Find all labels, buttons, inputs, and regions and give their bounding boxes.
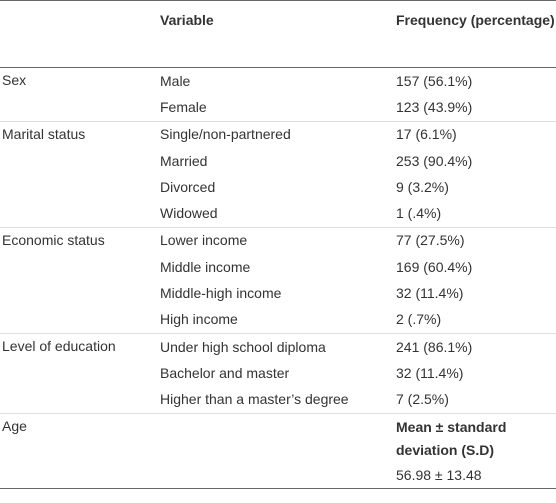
group-label: Age <box>0 412 158 489</box>
variable-cell: Higher than a master’s degree <box>160 391 349 408</box>
table-body: Sex Male 157 (56.1%) Female 123 (43.9%) Marit… <box>0 68 556 489</box>
table-row: Economic status Lower income 77 (27.5%) <box>0 226 556 334</box>
variable-cell: Single/non-partnered <box>158 120 394 148</box>
frequency-cell: 77 (27.5%) <box>394 226 556 255</box>
table-row: Widowed 1 (.4%) <box>0 200 556 227</box>
variable-cell: High income <box>160 311 238 328</box>
frequency-cell: 253 (90.4%) <box>396 152 473 169</box>
frequency-cell: 7 (2.5%) <box>396 391 449 408</box>
frequency-cell: 17 (6.1%) <box>394 120 556 148</box>
frequency-cell: 169 (60.4%) <box>396 258 473 275</box>
frequency-cell: 32 (11.4%) <box>396 364 464 381</box>
table-header: Variable Frequency (percentage) <box>0 0 556 68</box>
variable-cell: Divorced <box>160 178 216 195</box>
table-row: Sex Male 157 (56.1%) <box>0 68 556 95</box>
group-label: Marital status <box>0 120 158 228</box>
group-label: Sex <box>2 72 27 88</box>
variable-cell: Middle income <box>160 258 251 275</box>
frequency-cell: 2 (.7%) <box>396 311 442 328</box>
variable-cell: Middle-high income <box>160 285 282 302</box>
header-cell: Frequency (percentage) <box>394 0 556 68</box>
frequency-cell: 56.98 ± 13.48 <box>396 466 482 483</box>
stat-header: Mean ± standard deviation (S.D) <box>394 412 556 462</box>
variable-cell <box>158 462 394 489</box>
table-row: Divorced 9 (3.2%) <box>0 174 556 200</box>
table-row: 56.98 ± 13.48 <box>0 462 556 489</box>
table-row: Married 253 (90.4%) <box>0 148 556 174</box>
variable-cell: Married <box>160 152 208 169</box>
variable-cell <box>158 412 394 462</box>
header-row: Variable Frequency (percentage) <box>0 0 556 68</box>
header-cell <box>0 0 158 68</box>
variable-cell: Bachelor and master <box>160 364 290 381</box>
frequency-cell: 9 (3.2%) <box>396 178 449 195</box>
header-cell: Variable <box>158 0 394 68</box>
frequency-cell: 157 (56.1%) <box>396 72 473 89</box>
variable-cell: Male <box>160 72 191 89</box>
table-row: High income 2 (.7%) <box>0 307 556 334</box>
variable-cell: Under high school diploma <box>158 332 394 361</box>
variable-cell: Lower income <box>158 226 394 255</box>
frequency-cell: 1 (.4%) <box>396 205 442 222</box>
data-table: Variable Frequency (percentage) Sex Male 1… <box>0 0 556 490</box>
table-row: Bachelor and master 32 (11.4%) <box>0 360 556 386</box>
table-row: Age Mean ± standard deviation (S.D) <box>0 412 556 489</box>
table-row: Middle income 169 (60.4%) <box>0 254 556 280</box>
group-label: Level of education <box>0 332 158 414</box>
table-row: Higher than a master’s degree 7 (2.5%) <box>0 387 556 414</box>
table-row: Female 123 (43.9%) <box>0 94 556 121</box>
group-label: Economic status <box>0 226 158 334</box>
variable-cell: Widowed <box>160 205 218 222</box>
table-row: Level of education Under high school dipl… <box>0 332 556 414</box>
frequency-cell: 32 (11.4%) <box>396 285 464 302</box>
table-row: Marital status Single/non-partnered 17 (6.… <box>0 120 556 228</box>
frequency-cell: 123 (43.9%) <box>396 98 473 115</box>
table-row: Middle-high income 32 (11.4%) <box>0 280 556 306</box>
variable-cell: Female <box>160 98 207 115</box>
frequency-cell: 241 (86.1%) <box>394 332 556 361</box>
